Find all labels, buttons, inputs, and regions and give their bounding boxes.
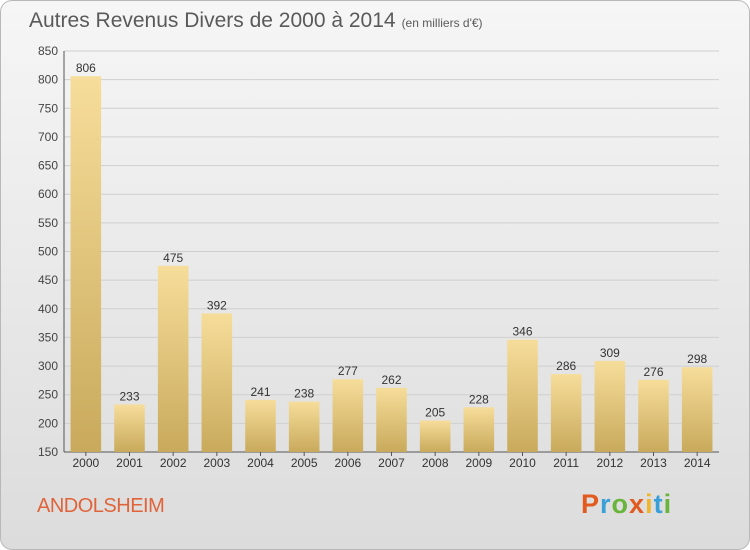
x-tick-label: 2007 — [378, 456, 405, 470]
y-tick-label: 850 — [38, 44, 58, 58]
bar — [70, 76, 102, 452]
x-tick-label: 2002 — [160, 456, 187, 470]
y-tick-label: 200 — [38, 416, 58, 430]
bar — [288, 401, 320, 452]
bar — [638, 379, 669, 452]
y-tick-label: 450 — [38, 273, 58, 287]
bar-value-label: 309 — [600, 346, 620, 360]
y-tick-label: 300 — [38, 359, 58, 373]
y-tick-label: 150 — [38, 445, 58, 459]
x-tick-label: 2006 — [334, 456, 361, 470]
y-tick-label: 550 — [38, 216, 58, 230]
x-tick-label: 2003 — [203, 456, 230, 470]
x-tick-label: 2012 — [596, 456, 623, 470]
bar-value-label: 277 — [338, 364, 358, 378]
chart-title: Autres Revenus Divers de 2000 à 2014 (en … — [29, 9, 483, 33]
bar — [157, 265, 189, 452]
bar-value-label: 346 — [512, 325, 532, 339]
bar-value-label: 233 — [119, 389, 139, 403]
bar-value-label: 262 — [381, 373, 401, 387]
bar — [376, 387, 407, 452]
bar — [507, 339, 538, 452]
x-tick-label: 2004 — [247, 456, 274, 470]
data-labels: 806 233 475 392 241 238 277 262 205 228 346 286 309 2… — [76, 61, 708, 419]
x-tick-label: 2000 — [72, 456, 99, 470]
y-tick-label: 600 — [38, 187, 58, 201]
x-tick-label: 2013 — [640, 456, 667, 470]
bar — [419, 420, 451, 452]
bar-value-label: 392 — [207, 298, 227, 312]
bar-value-label: 238 — [294, 387, 314, 401]
bar-value-label: 298 — [687, 352, 707, 366]
bar-chart: 150 200 250 300 350 400 450 500 550 600 650 700 750 8… — [38, 44, 719, 470]
bar-value-label: 205 — [425, 405, 445, 419]
x-tick-label: 2008 — [422, 456, 449, 470]
y-tick-label: 800 — [38, 73, 58, 87]
bar — [463, 407, 495, 452]
y-tick-label: 650 — [38, 159, 58, 173]
x-tick-label: 2009 — [465, 456, 492, 470]
y-tick-label: 400 — [38, 302, 58, 316]
commune-name: ANDOLSHEIM — [37, 495, 165, 517]
bar — [681, 367, 713, 452]
y-tick-label: 250 — [38, 388, 58, 402]
bar — [594, 360, 626, 452]
x-tick-label: 2010 — [509, 456, 536, 470]
bar — [245, 399, 276, 452]
x-tick-label: 2014 — [684, 456, 711, 470]
x-tick-label: 2005 — [291, 456, 318, 470]
x-tick-label: 2011 — [553, 456, 579, 470]
bar-value-label: 228 — [469, 392, 489, 406]
y-tick-label: 500 — [38, 245, 58, 259]
bar-value-label: 475 — [163, 251, 183, 265]
bars — [70, 76, 713, 452]
bar-value-label: 241 — [250, 385, 270, 399]
bar — [114, 404, 145, 452]
y-tick-label: 750 — [38, 101, 58, 115]
bar — [201, 313, 233, 452]
chart-subtitle: (en milliers d'€) — [401, 16, 483, 30]
chart-title-text: Autres Revenus Divers de 2000 à 2014 — [29, 9, 396, 32]
bar-value-label: 286 — [556, 359, 576, 373]
bar — [332, 379, 364, 452]
x-tick-label: 2001 — [116, 456, 143, 470]
proxiti-logo: Proxiti — [581, 489, 673, 519]
bar-value-label: 806 — [76, 61, 96, 75]
y-tick-label: 350 — [38, 330, 58, 344]
bar — [550, 374, 582, 452]
y-tick-label: 700 — [38, 130, 58, 144]
bar-value-label: 276 — [643, 365, 663, 379]
